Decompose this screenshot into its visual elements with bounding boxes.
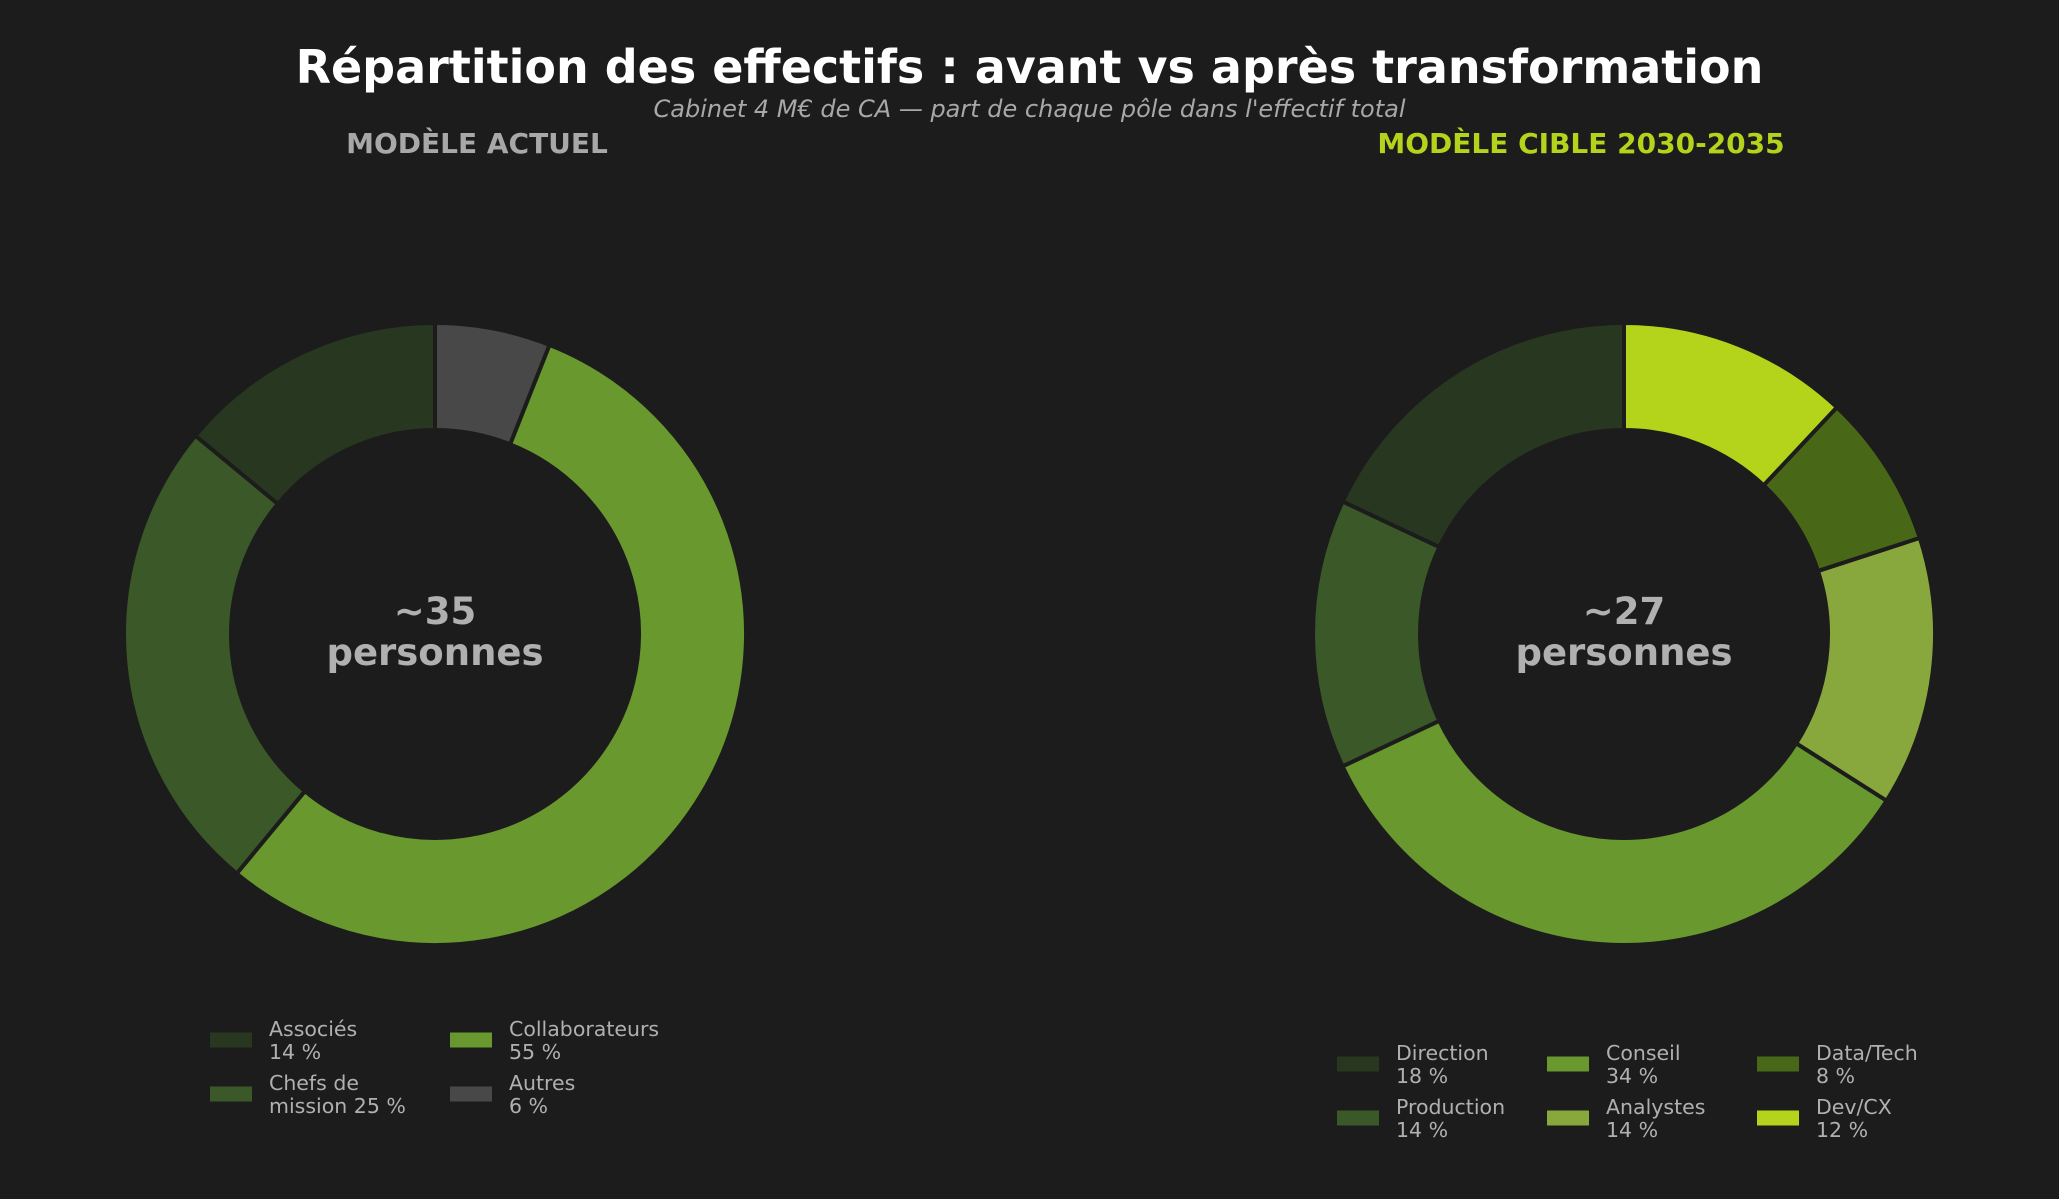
slice-production: [1311, 498, 1443, 770]
legend-swatch: [1757, 1110, 1799, 1126]
legend-value: mission 25 %: [269, 1094, 406, 1118]
legend-value: 55 %: [509, 1040, 561, 1064]
legend-swatch: [1547, 1110, 1589, 1126]
legend-value: 12 %: [1816, 1118, 1868, 1142]
legend-label: Analystes: [1606, 1095, 1705, 1119]
legend-label: Direction: [1396, 1041, 1489, 1065]
chart-title: Répartition des effectifs : avant vs apr…: [296, 40, 1764, 94]
legend-value: 14 %: [1606, 1118, 1658, 1142]
legend-swatch: [1547, 1056, 1589, 1072]
legend-value: 8 %: [1816, 1064, 1855, 1088]
donut-target: [1311, 320, 1937, 947]
slice-conseil: [1339, 718, 1890, 947]
center-unit-target: personnes: [1515, 631, 1732, 674]
center-unit-current: personnes: [326, 631, 543, 674]
legend-label: Chefs de: [269, 1071, 359, 1095]
legend-label: Production: [1396, 1095, 1505, 1119]
legend-label: Dev/CX: [1816, 1095, 1892, 1119]
legend-value: 6 %: [509, 1094, 548, 1118]
slice-autres: [433, 320, 553, 447]
panel-title-target: MODÈLE CIBLE 2030-2035: [1377, 126, 1784, 160]
slice-collaborateurs: [233, 342, 748, 947]
center-count-current: ~35: [394, 590, 477, 633]
legend-value: 18 %: [1396, 1064, 1448, 1088]
legend-swatch: [1757, 1056, 1799, 1072]
legend-value: 14 %: [1396, 1118, 1448, 1142]
donut-current: [122, 320, 748, 947]
legend-swatch: [210, 1086, 252, 1102]
legend-label: Conseil: [1606, 1041, 1681, 1065]
center-count-target: ~27: [1583, 590, 1666, 633]
legend-value: 14 %: [269, 1040, 321, 1064]
legend-swatch: [450, 1032, 492, 1048]
legend-swatch: [450, 1086, 492, 1102]
legend-label: Collaborateurs: [509, 1017, 659, 1041]
legend-label: Data/Tech: [1816, 1041, 1918, 1065]
slice-data-tech: [1760, 404, 1923, 574]
legend-label: Autres: [509, 1071, 575, 1095]
legend-value: 34 %: [1606, 1064, 1658, 1088]
legend-swatch: [1337, 1056, 1379, 1072]
legend-label: Associés: [269, 1017, 357, 1041]
legend-swatch: [1337, 1110, 1379, 1126]
slice-dev-cx: [1622, 320, 1840, 489]
slice-analystes: [1793, 535, 1937, 804]
slice-chefs-de-mission: [122, 432, 308, 877]
legend-swatch: [210, 1032, 252, 1048]
chart-subtitle: Cabinet 4 M€ de CA — part de chaque pôle…: [654, 95, 1406, 123]
donut-panel-target: MODÈLE CIBLE 2030-2035 ~27 personnes Dir…: [1311, 126, 1937, 1142]
panel-title-current: MODÈLE ACTUEL: [346, 126, 608, 160]
